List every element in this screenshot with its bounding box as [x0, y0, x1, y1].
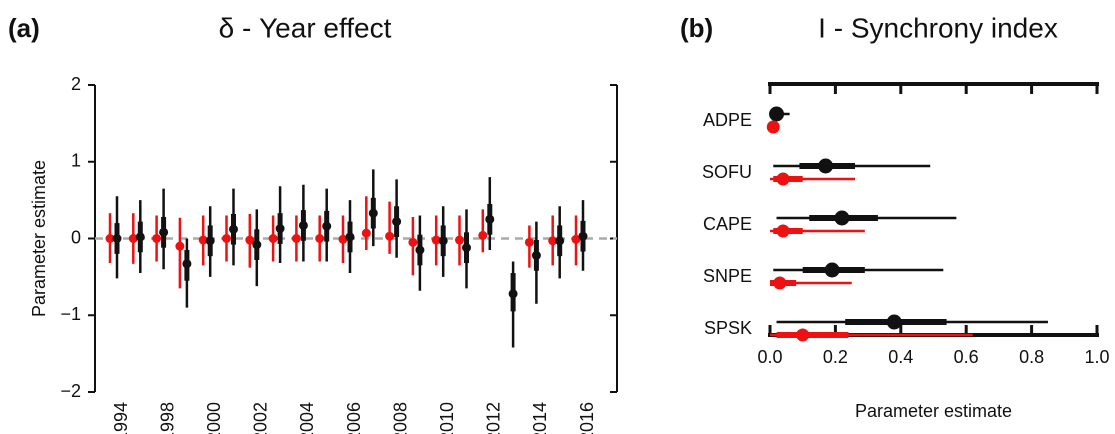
category-label: SNPE [703, 266, 752, 286]
panel-label: (b) [680, 13, 713, 43]
y-tick-label: 0 [71, 227, 81, 247]
point [128, 234, 138, 243]
x-tick-label: 0.2 [823, 347, 848, 367]
x-tick-label: 0.4 [888, 347, 913, 367]
point [824, 262, 840, 278]
point [834, 210, 850, 226]
point [361, 228, 371, 238]
x-tick-label: 2008 [390, 402, 410, 434]
point [222, 234, 231, 243]
x-tick-label: 2006 [344, 402, 364, 434]
point [776, 172, 790, 186]
point [268, 234, 278, 243]
point [152, 234, 162, 243]
point [291, 234, 301, 243]
y-tick-label: −1 [60, 304, 81, 324]
point [315, 234, 325, 243]
point [886, 314, 902, 330]
x-tick-label: 2004 [297, 402, 317, 434]
x-tick-label: 2010 [437, 402, 457, 434]
point [571, 234, 581, 244]
point [175, 241, 185, 251]
point [438, 236, 448, 246]
x-tick-label: 2000 [204, 402, 224, 434]
point [298, 220, 308, 230]
point [198, 235, 208, 245]
y-tick-label: 2 [71, 74, 81, 94]
category-label: SPSK [704, 318, 752, 338]
point [578, 231, 588, 241]
point [818, 158, 834, 174]
y-tick-label: 1 [71, 151, 81, 171]
y-axis-label: Parameter estimate [29, 160, 49, 317]
category-label: ADPE [703, 110, 752, 130]
point [392, 217, 402, 227]
x-tick-label: 2012 [484, 402, 504, 434]
point [275, 224, 285, 234]
x-tick-label: 0.0 [757, 347, 782, 367]
point [773, 276, 787, 290]
point [769, 106, 785, 122]
x-tick-label: 2002 [251, 402, 271, 434]
point [322, 221, 332, 231]
x-tick-label: 0.6 [954, 347, 979, 367]
x-tick-label: 0.8 [1019, 347, 1044, 367]
point [485, 214, 495, 224]
point [245, 235, 255, 245]
point [345, 232, 355, 242]
category-label: CAPE [703, 214, 752, 234]
point [796, 328, 810, 342]
x-tick-label: 1998 [157, 402, 177, 434]
point [408, 237, 418, 247]
point [385, 231, 395, 241]
chart-title: I - Synchrony index [818, 12, 1058, 43]
point [229, 224, 238, 234]
category-label: SOFU [702, 162, 752, 182]
point [368, 208, 378, 218]
x-tick-label: 1994 [111, 402, 131, 434]
point [105, 234, 115, 243]
point [548, 236, 558, 246]
point [159, 227, 169, 237]
point [415, 245, 425, 255]
x-tick-label: 1.0 [1084, 347, 1109, 367]
point [478, 230, 488, 240]
y-tick-label: −2 [60, 381, 81, 401]
point [524, 237, 534, 247]
point [766, 120, 780, 134]
point [508, 289, 518, 299]
point [338, 234, 348, 244]
chart-title: δ - Year effect [219, 12, 392, 43]
point [205, 236, 215, 246]
point [182, 259, 192, 269]
point [431, 235, 441, 245]
point [531, 250, 541, 260]
point [135, 232, 145, 242]
x-tick-label: 2014 [530, 402, 550, 434]
point [776, 224, 790, 238]
panel-label: (a) [8, 13, 40, 43]
point [252, 240, 262, 250]
point [112, 234, 122, 243]
x-tick-label: 2016 [577, 402, 597, 434]
x-axis-label: Parameter estimate [855, 401, 1012, 421]
point [555, 236, 565, 246]
point [462, 243, 471, 253]
point [455, 235, 464, 245]
